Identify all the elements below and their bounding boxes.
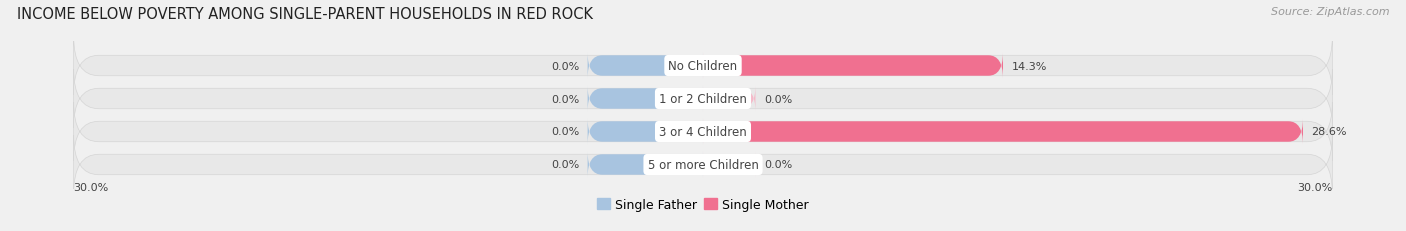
Text: 28.6%: 28.6% <box>1312 127 1347 137</box>
Text: 5 or more Children: 5 or more Children <box>648 158 758 171</box>
FancyBboxPatch shape <box>703 119 1303 145</box>
Text: 3 or 4 Children: 3 or 4 Children <box>659 125 747 138</box>
FancyBboxPatch shape <box>73 136 1333 194</box>
FancyBboxPatch shape <box>703 152 755 178</box>
FancyBboxPatch shape <box>588 53 703 79</box>
Text: 1 or 2 Children: 1 or 2 Children <box>659 93 747 106</box>
Text: Source: ZipAtlas.com: Source: ZipAtlas.com <box>1271 7 1389 17</box>
Text: 0.0%: 0.0% <box>551 61 579 71</box>
FancyBboxPatch shape <box>588 86 703 112</box>
Text: 14.3%: 14.3% <box>1011 61 1046 71</box>
Text: 0.0%: 0.0% <box>763 94 792 104</box>
FancyBboxPatch shape <box>703 53 1002 79</box>
FancyBboxPatch shape <box>73 37 1333 95</box>
Text: 0.0%: 0.0% <box>763 160 792 170</box>
Text: No Children: No Children <box>668 60 738 73</box>
Text: 0.0%: 0.0% <box>551 160 579 170</box>
Text: 0.0%: 0.0% <box>551 94 579 104</box>
Text: 30.0%: 30.0% <box>1298 182 1333 192</box>
FancyBboxPatch shape <box>588 152 703 178</box>
Text: 0.0%: 0.0% <box>551 127 579 137</box>
FancyBboxPatch shape <box>588 119 703 145</box>
Legend: Single Father, Single Mother: Single Father, Single Mother <box>592 193 814 216</box>
FancyBboxPatch shape <box>703 86 755 112</box>
FancyBboxPatch shape <box>73 103 1333 161</box>
FancyBboxPatch shape <box>73 70 1333 128</box>
Text: 30.0%: 30.0% <box>73 182 108 192</box>
Text: INCOME BELOW POVERTY AMONG SINGLE-PARENT HOUSEHOLDS IN RED ROCK: INCOME BELOW POVERTY AMONG SINGLE-PARENT… <box>17 7 593 22</box>
